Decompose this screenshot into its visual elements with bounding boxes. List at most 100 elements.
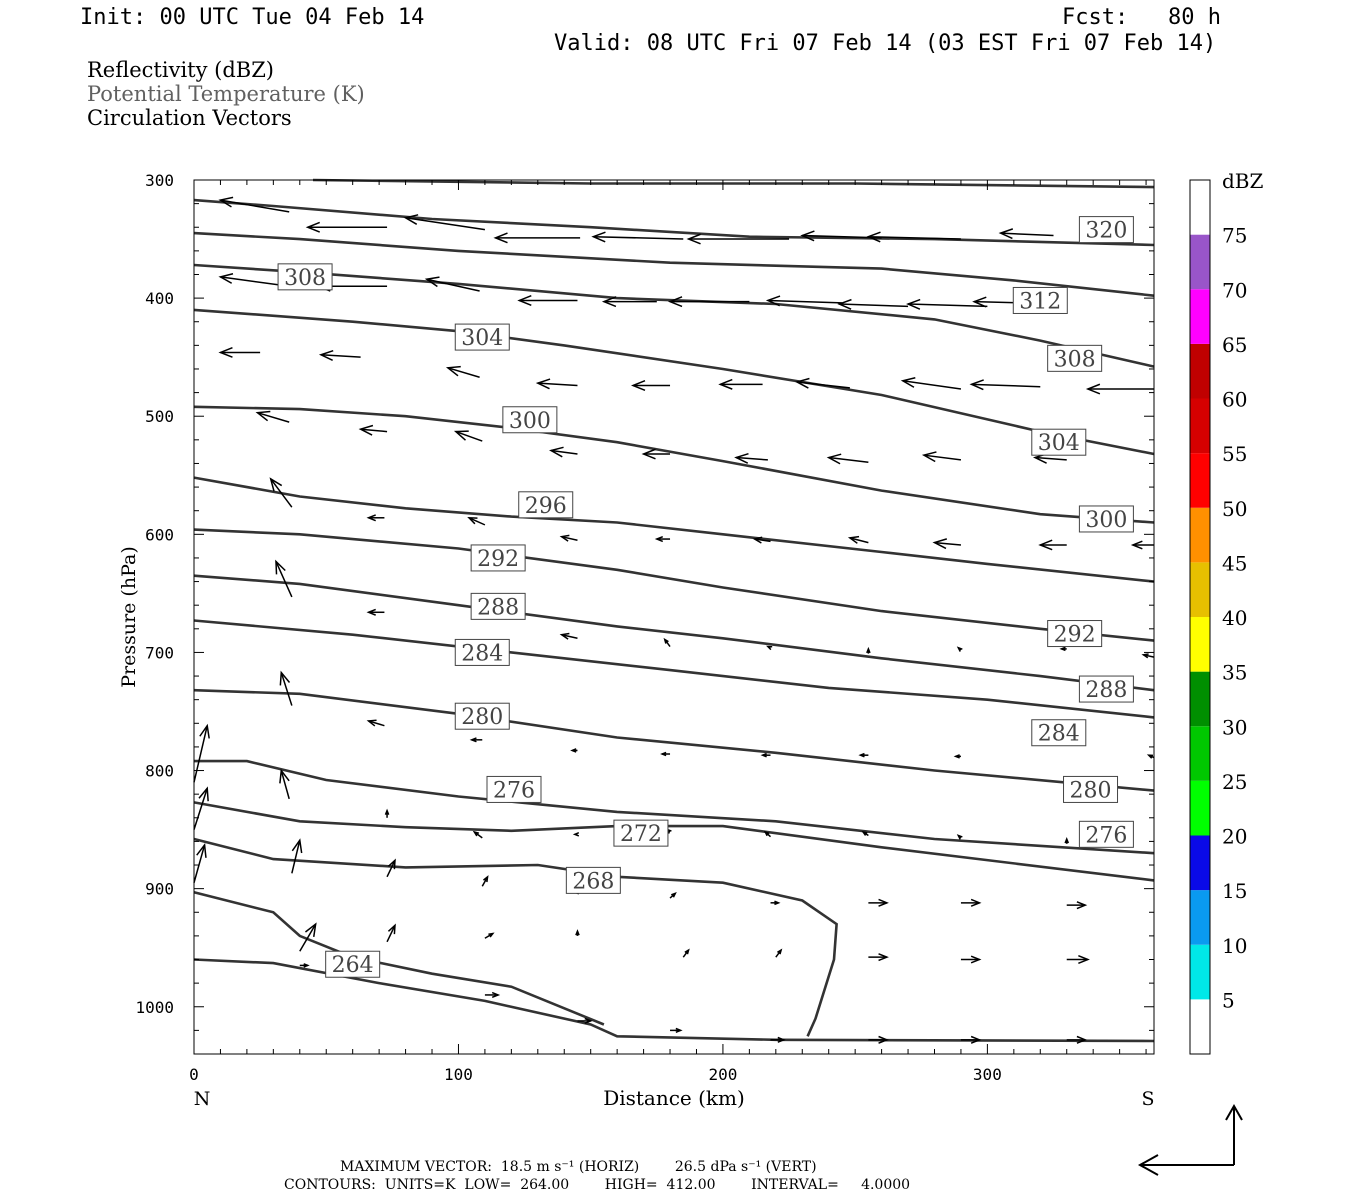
colorbar-segment <box>1190 398 1210 454</box>
circulation-vector <box>752 536 771 544</box>
vector-head <box>752 536 763 544</box>
vector-head <box>559 534 570 542</box>
isentrope-300 <box>193 405 1155 524</box>
colorbar-segment <box>1190 835 1210 891</box>
circulation-vector <box>484 932 495 939</box>
vector-shaft <box>280 770 290 800</box>
circulation-vector <box>484 991 501 999</box>
circulation-vector <box>960 1035 982 1044</box>
circulation-vector <box>366 719 385 727</box>
isentrope-layer <box>193 178 1155 1043</box>
vector-head <box>878 1035 889 1044</box>
vector-head <box>663 637 669 644</box>
vector-head <box>453 430 469 441</box>
colorbar-frame <box>1189 179 1211 1055</box>
vector-shaft <box>796 381 850 389</box>
isentrope-label-box-288 <box>470 592 526 620</box>
vector-head <box>900 376 916 388</box>
circulation-vector <box>299 922 317 952</box>
vector-head <box>641 448 656 460</box>
vector-shaft <box>257 411 290 423</box>
vector-head <box>718 378 733 390</box>
circulation-vector <box>630 380 671 392</box>
circulation-vector <box>570 748 578 753</box>
vector-head <box>305 221 320 233</box>
colorbar-title: dBZ <box>1222 169 1264 193</box>
circulation-vector <box>670 1027 683 1033</box>
isentrope-label-box-276 <box>1078 820 1134 848</box>
circulation-vector <box>366 514 385 522</box>
vector-shaft <box>923 454 962 461</box>
circulation-vector <box>535 378 578 390</box>
vector-shaft <box>405 217 486 231</box>
circulation-vector <box>718 378 763 390</box>
dbz-colorbar: 5 10 15 20 25 30 35 40 45 50 55 60 65 70 75 <box>1189 179 1247 1055</box>
vector-head <box>970 1035 982 1044</box>
circulation-vector <box>660 751 671 757</box>
maximum-vector-note: MAXIMUM VECTOR: 18.5 m s⁻¹ (HORIZ) 26.5 … <box>340 1159 817 1175</box>
vector-shaft <box>468 517 486 526</box>
isentrope-label-box-264 <box>325 950 381 978</box>
isentrope-label-264: 264 <box>332 953 374 978</box>
isentrope-label-292: 292 <box>477 547 519 572</box>
circulation-vector <box>794 377 850 389</box>
vector-shaft <box>386 859 396 878</box>
isentrope-label-276: 276 <box>1085 823 1127 848</box>
vector-head <box>570 748 577 753</box>
y-tick-label: 800 <box>145 762 174 781</box>
circulation-vector <box>858 752 869 758</box>
circulation-vector <box>472 830 483 839</box>
circulation-vector <box>403 214 486 231</box>
vector-shaft <box>193 788 208 830</box>
isentrope-label-box-284 <box>1031 719 1087 747</box>
circulation-vector <box>969 379 1041 391</box>
circulation-vector <box>591 231 684 243</box>
x-tick-label: 300 <box>973 1065 1002 1084</box>
vector-head <box>970 898 982 907</box>
circulation-vector <box>734 452 768 464</box>
circulation-vector <box>572 832 580 837</box>
colorbar-level-label: 25 <box>1222 770 1247 794</box>
vector-head <box>660 751 667 757</box>
circulation-vector <box>868 1035 889 1044</box>
vector-shaft <box>220 199 290 213</box>
circulation-vector <box>686 233 790 245</box>
vector-shaft <box>908 303 988 308</box>
y-tick-label: 400 <box>145 289 174 308</box>
vector-head <box>777 948 783 955</box>
legend-circulation-vectors: Circulation Vectors <box>87 106 292 130</box>
circulation-vector <box>318 350 361 361</box>
vector-shaft <box>902 380 962 390</box>
vector-head <box>366 514 376 522</box>
colorbar-level-label: 45 <box>1222 551 1247 575</box>
colorbar-level-label: 50 <box>1222 497 1247 521</box>
vector-head <box>403 214 419 225</box>
vector-head <box>303 963 310 968</box>
isentrope-label-box-292 <box>470 544 526 572</box>
circulation-vector-layer <box>193 196 1155 1044</box>
vector-head <box>584 1017 593 1025</box>
colorbar-level-label: 30 <box>1222 715 1247 739</box>
contour-info: CONTOURS: UNITS=K LOW= 264.00 HIGH= 412.… <box>284 1177 911 1193</box>
circulation-vector <box>1066 955 1090 965</box>
circulation-vector <box>275 559 293 598</box>
isentrope-280 <box>193 688 1155 792</box>
vector-head <box>199 723 210 739</box>
circulation-vector <box>1146 754 1155 759</box>
isentrope-label-288: 288 <box>1085 678 1127 703</box>
vector-head <box>686 233 701 245</box>
circulation-vector <box>1141 653 1155 659</box>
vector-head <box>218 272 234 284</box>
vector-head <box>291 838 303 854</box>
y-tick-label: 600 <box>145 525 174 544</box>
axis-tick-layer: 0 100 200 300 300 400 500 600 700 800 900 1000 <box>135 171 1154 1084</box>
valid-time: Valid: 08 UTC Fri 07 Feb 14 (03 EST Fri … <box>554 31 1217 56</box>
vector-head <box>469 737 477 743</box>
vector-head <box>675 1027 683 1033</box>
x-tick-label: 0 <box>189 1065 199 1084</box>
isentrope-264 <box>193 890 605 1026</box>
vector-shaft <box>386 924 396 943</box>
isentrope-label-box-300 <box>1078 505 1134 533</box>
vector-head <box>630 380 646 392</box>
